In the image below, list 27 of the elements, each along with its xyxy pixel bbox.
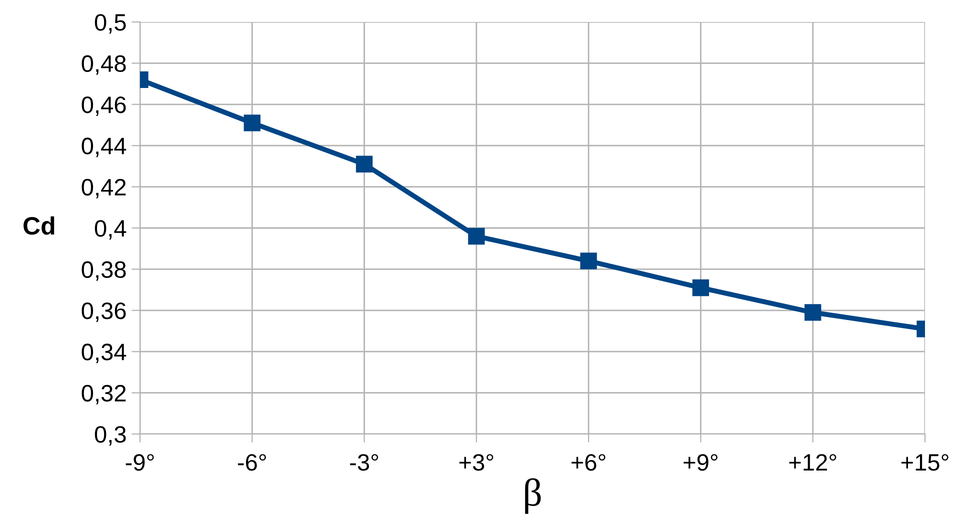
- y-tick-label: 0,36: [82, 302, 126, 322]
- y-tick-label: 0,42: [82, 178, 126, 198]
- x-tick-label: -9°: [126, 454, 154, 471]
- y-tick-label: 0,44: [82, 138, 126, 158]
- x-tick-label: +12°: [789, 454, 836, 471]
- x-tick-label: -3°: [350, 454, 378, 471]
- y-tick-label: 0,3: [94, 426, 126, 446]
- point: [804, 304, 822, 321]
- point: [580, 252, 597, 270]
- y-tick-label: 0,48: [82, 55, 126, 75]
- x-tick-label: +3°: [459, 454, 494, 471]
- y-tick-label: 0,38: [82, 261, 126, 281]
- x-tick-label: +6°: [572, 454, 606, 471]
- y-tick-label: 0,5: [94, 14, 126, 34]
- point: [468, 228, 485, 245]
- point: [356, 156, 373, 172]
- x-tick-label: -6°: [238, 454, 266, 471]
- y-tick-label: 0,46: [82, 96, 126, 116]
- y-tick-label: 0,34: [82, 344, 126, 364]
- point: [692, 279, 710, 296]
- point: [244, 114, 260, 132]
- x-tick-label: +15°: [901, 454, 948, 471]
- x-tick-label: +9°: [684, 454, 718, 471]
- x-axis-title: β: [525, 478, 541, 514]
- y-tick-label: 0,4: [94, 220, 126, 240]
- y-tick-label: 0,32: [82, 384, 126, 404]
- y-axis-title: Cd: [24, 216, 54, 235]
